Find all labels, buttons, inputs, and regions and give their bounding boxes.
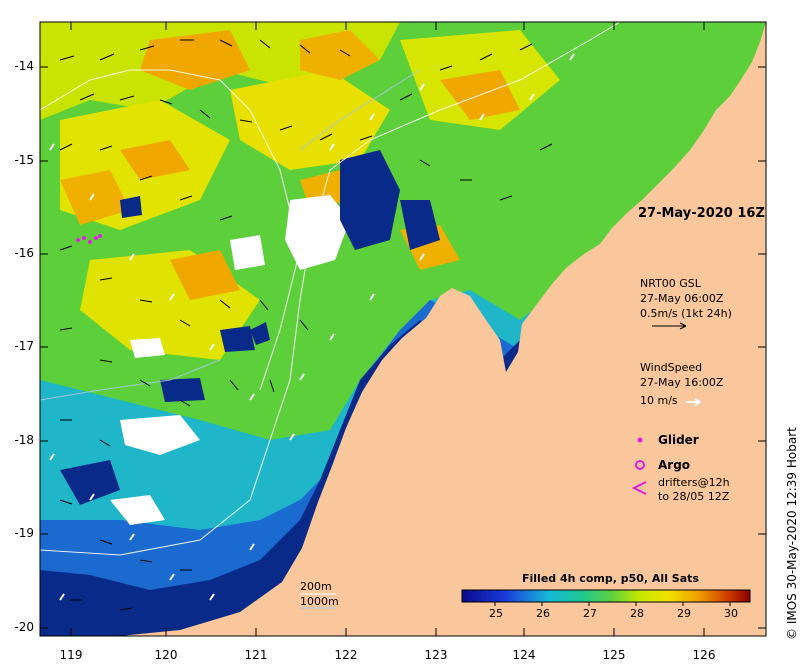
lon-label: 126 xyxy=(692,648,716,662)
wind-arrows xyxy=(49,53,575,601)
argo-symbol xyxy=(635,460,645,470)
colorbar-tick-label: 30 xyxy=(724,607,738,620)
colorbar-ticks xyxy=(494,602,731,606)
current-arrows xyxy=(59,39,553,611)
credit-label: © IMOS 30-May-2020 12:39 Hobart xyxy=(785,427,799,640)
lat-label: -16 xyxy=(14,246,34,260)
lon-label: 122 xyxy=(334,648,358,662)
isobath-200-label: 200m xyxy=(300,580,332,593)
map-frame xyxy=(39,21,767,637)
colorbar xyxy=(461,589,751,603)
drifters-label-1: drifters@12h xyxy=(658,476,730,489)
isobaths xyxy=(40,22,621,556)
lon-label: 124 xyxy=(512,648,536,662)
lon-label: 125 xyxy=(602,648,626,662)
lon-label: 121 xyxy=(244,648,268,662)
lat-label: -19 xyxy=(14,526,34,540)
lat-label: -18 xyxy=(14,433,34,447)
lat-label: -14 xyxy=(14,59,34,73)
cloud-gaps xyxy=(110,195,350,525)
lat-label: -15 xyxy=(14,153,34,167)
lat-label: -17 xyxy=(14,339,34,353)
land-mass xyxy=(120,22,766,636)
colorbar-tick-label: 25 xyxy=(489,607,503,620)
lon-label: 120 xyxy=(154,648,178,662)
colorbar-tick-label: 27 xyxy=(583,607,597,620)
current-legend-line3: 0.5m/s (1kt 24h) xyxy=(640,307,732,320)
drifter-symbol xyxy=(631,481,647,495)
lat-tick-marks xyxy=(40,66,766,629)
colorbar-tick-label: 26 xyxy=(536,607,550,620)
lat-label: -20 xyxy=(14,620,34,634)
glider-label: Glider xyxy=(658,433,699,447)
wind-legend-line2: 27-May 16:00Z xyxy=(640,376,724,389)
wind-legend-line1: WindSpeed xyxy=(640,361,703,374)
colorbar-tick-label: 29 xyxy=(677,607,691,620)
drifters-label-2: to 28/05 12Z xyxy=(658,490,730,503)
cold-patches xyxy=(60,150,440,505)
current-legend-line2: 27-May 06:00Z xyxy=(640,292,724,305)
current-legend-line1: NRT00 GSL xyxy=(640,277,701,290)
argo-label: Argo xyxy=(658,458,691,472)
colorbar-title: Filled 4h comp, p50, All Sats xyxy=(522,572,699,585)
lon-label: 123 xyxy=(424,648,448,662)
isobath-1000-label: 1000m xyxy=(300,595,339,608)
colorbar-tick-label: 28 xyxy=(630,607,644,620)
glider-symbol xyxy=(637,437,643,443)
lon-tick-marks xyxy=(70,22,705,636)
lon-label: 119 xyxy=(59,648,83,662)
glider-track xyxy=(76,234,102,244)
wind-legend-line3: 10 m/s xyxy=(640,394,678,407)
date-label: 27-May-2020 16Z xyxy=(638,206,765,221)
